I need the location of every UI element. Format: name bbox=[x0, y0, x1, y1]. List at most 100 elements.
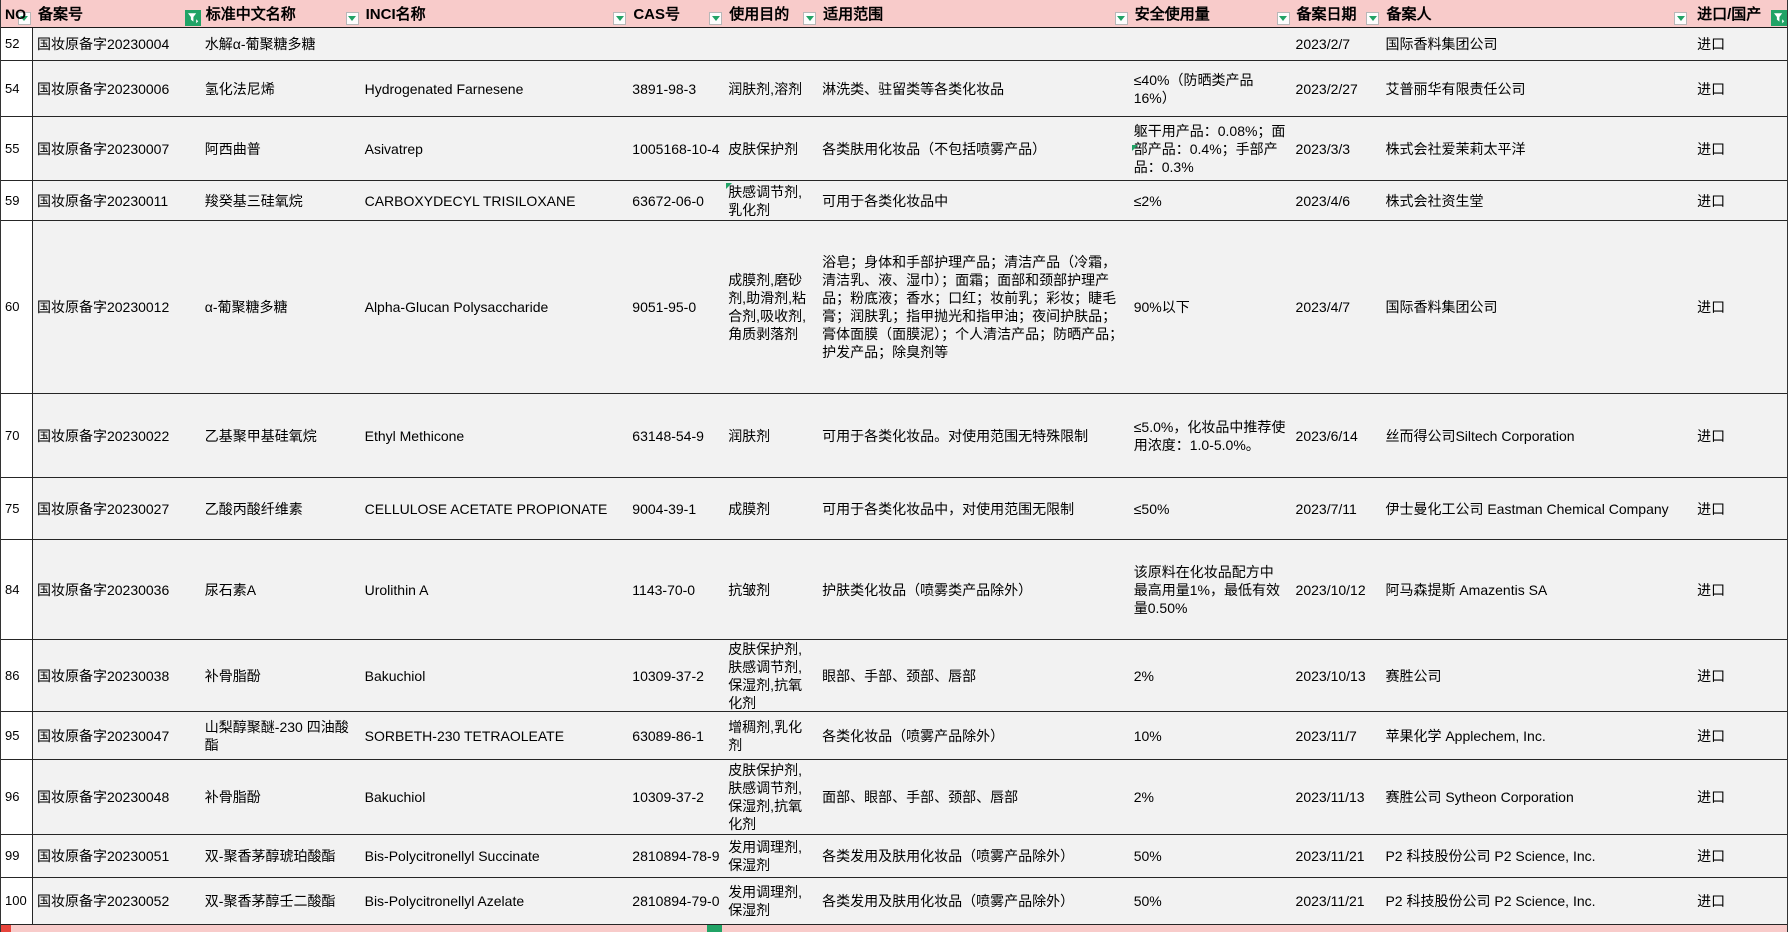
cell-safe-usage[interactable]: 该原料在化妆品配方中最高用量1%，最低有效量0.50% bbox=[1133, 563, 1280, 616]
cell-inci-name[interactable]: Bakuchiol bbox=[364, 789, 426, 805]
cell-inci-name[interactable]: Bis-Polycitronellyl Succinate bbox=[364, 848, 540, 864]
cell-inci-name[interactable]: Urolithin A bbox=[364, 581, 429, 598]
cell-inci-name[interactable]: Ethyl Methicone bbox=[364, 427, 465, 444]
cell-cas-number[interactable]: 1005168-10-4 bbox=[632, 140, 720, 157]
cell-chinese-name[interactable]: 氢化法尼烯 bbox=[204, 80, 275, 97]
cell-safe-usage[interactable]: 2% bbox=[1133, 667, 1154, 684]
cell-safe-usage[interactable]: 10% bbox=[1133, 727, 1162, 744]
cell-applicable-scope[interactable]: 可用于各类化妆品中，对使用范围无限制 bbox=[822, 500, 1075, 517]
cell-cas-number[interactable]: 2810894-78-9 bbox=[632, 848, 720, 864]
cell-applicable-scope[interactable]: 面部、眼部、手部、颈部、唇部 bbox=[822, 789, 1019, 805]
cell-filing-date[interactable]: 2023/2/27 bbox=[1295, 80, 1358, 97]
cell-cas-number[interactable]: 9051-95-0 bbox=[632, 299, 697, 315]
cell-cas-number[interactable]: 1143-70-0 bbox=[632, 581, 696, 598]
cell-filing-date[interactable]: 2023/11/13 bbox=[1295, 789, 1365, 805]
cell-chinese-name[interactable]: 乙基聚甲基硅氧烷 bbox=[204, 427, 317, 444]
cell-import-domestic[interactable]: 进口 bbox=[1697, 80, 1726, 97]
cell-registration-number[interactable]: 国妆原备字20230036 bbox=[36, 581, 170, 598]
cell-applicable-scope[interactable] bbox=[818, 28, 1130, 60]
cell-import-domestic[interactable]: 进口 bbox=[1697, 667, 1726, 684]
cell-registrant[interactable]: 株式会社爱茉莉太平洋 bbox=[1385, 140, 1526, 157]
cell-cas-number[interactable]: 10309-37-2 bbox=[632, 789, 704, 805]
cell-registration-number[interactable]: 国妆原备字20230051 bbox=[36, 848, 170, 864]
cell-filing-date[interactable]: 2023/3/3 bbox=[1295, 140, 1351, 157]
cell-usage-purpose[interactable]: 皮肤保护剂,肤感调节剂,保湿剂,抗氧化剂 bbox=[728, 762, 803, 832]
cell-chinese-name[interactable]: 阿西曲普 bbox=[204, 140, 261, 157]
cell-usage-purpose[interactable]: 发用调理剂,保湿剂 bbox=[728, 884, 803, 918]
cell-usage-purpose[interactable]: 皮肤保护剂 bbox=[728, 140, 799, 157]
cell-chinese-name[interactable]: 水解α-葡聚糖多糖 bbox=[204, 36, 316, 52]
cell-filing-date[interactable]: 2023/11/21 bbox=[1295, 848, 1365, 864]
cell-import-domestic[interactable]: 进口 bbox=[1697, 581, 1726, 598]
cell-import-domestic[interactable]: 进口 bbox=[1697, 36, 1726, 52]
cell-safe-usage[interactable]: 50% bbox=[1133, 848, 1162, 864]
cell-filing-date[interactable]: 2023/10/12 bbox=[1295, 581, 1366, 598]
cell-usage-purpose[interactable]: 皮肤保护剂,肤感调节剂,保湿剂,抗氧化剂 bbox=[728, 640, 803, 711]
filter-dropdown-button[interactable] bbox=[803, 12, 817, 25]
cell-safe-usage[interactable]: 躯干用产品：0.08%；面部产品：0.4%；手部产品：0.3% bbox=[1131, 122, 1286, 175]
cell-chinese-name[interactable]: 尿石素A bbox=[204, 581, 257, 598]
cell-filing-date[interactable]: 2023/11/21 bbox=[1295, 893, 1365, 909]
cell-cas-number[interactable]: 2810894-79-0 bbox=[632, 893, 720, 909]
filter-dropdown-button[interactable] bbox=[1114, 12, 1128, 25]
filter-dropdown-button[interactable] bbox=[345, 12, 359, 25]
cell-inci-name[interactable]: Alpha-Glucan Polysaccharide bbox=[364, 299, 549, 315]
cell-applicable-scope[interactable]: 各类发用及肤用化妆品（喷雾产品除外） bbox=[822, 893, 1075, 909]
cell-applicable-scope[interactable]: 可用于各类化妆品中 bbox=[822, 192, 949, 209]
cell-usage-purpose[interactable]: 成膜剂,磨砂剂,助滑剂,粘合剂,吸收剂,角质剥落剂 bbox=[728, 272, 806, 342]
cell-registrant[interactable]: P2 科技股份公司 P2 Science, Inc. bbox=[1385, 848, 1596, 864]
cell-usage-purpose[interactable]: 润肤剂 bbox=[728, 427, 771, 444]
cell-chinese-name[interactable]: 双-聚香茅醇琥珀酸酯 bbox=[204, 848, 336, 864]
cell-registrant[interactable]: 赛胜公司 bbox=[1385, 667, 1442, 684]
cell-import-domestic[interactable]: 进口 bbox=[1697, 192, 1726, 209]
cell-chinese-name[interactable]: 补骨脂酚 bbox=[204, 789, 261, 805]
cell-chinese-name[interactable]: 羧癸基三硅氧烷 bbox=[204, 192, 303, 209]
cell-registrant[interactable]: 株式会社资生堂 bbox=[1385, 192, 1484, 209]
cell-registration-number[interactable]: 国妆原备字20230048 bbox=[36, 789, 170, 805]
cell-registration-number[interactable]: 国妆原备字20230004 bbox=[36, 36, 170, 52]
cell-cas-number[interactable]: 63148-54-9 bbox=[632, 427, 704, 444]
cell-usage-purpose[interactable]: 增稠剂,乳化剂 bbox=[728, 718, 803, 753]
cell-registrant[interactable]: P2 科技股份公司 P2 Science, Inc. bbox=[1385, 893, 1596, 909]
cell-safe-usage[interactable]: ≤2% bbox=[1133, 192, 1162, 209]
cell-import-domestic[interactable]: 进口 bbox=[1697, 893, 1726, 909]
cell-applicable-scope[interactable]: 各类化妆品（喷雾产品除外） bbox=[822, 727, 1005, 744]
cell-registration-number[interactable]: 国妆原备字20230022 bbox=[36, 427, 170, 444]
cell-registration-number[interactable]: 国妆原备字20230011 bbox=[36, 192, 169, 209]
cell-applicable-scope[interactable]: 可用于各类化妆品。对使用范围无特殊限制 bbox=[822, 427, 1089, 444]
cell-registrant[interactable]: 赛胜公司 Sytheon Corporation bbox=[1385, 789, 1574, 805]
cell-filing-date[interactable]: 2023/10/13 bbox=[1295, 667, 1366, 684]
cell-import-domestic[interactable]: 进口 bbox=[1697, 848, 1726, 864]
cell-registration-number[interactable]: 国妆原备字20230006 bbox=[36, 80, 170, 97]
cell-chinese-name[interactable]: 山梨醇聚醚-230 四油酸酯 bbox=[204, 718, 349, 753]
cell-registrant[interactable]: 国际香料集团公司 bbox=[1385, 299, 1498, 315]
cell-chinese-name[interactable]: 乙酸丙酸纤维素 bbox=[204, 500, 303, 517]
cell-filing-date[interactable]: 2023/6/14 bbox=[1295, 427, 1358, 444]
cell-import-domestic[interactable]: 进口 bbox=[1697, 140, 1726, 157]
cell-filing-date[interactable]: 2023/4/6 bbox=[1295, 192, 1351, 209]
cell-applicable-scope[interactable]: 眼部、手部、颈部、唇部 bbox=[822, 667, 977, 684]
cell-registrant[interactable]: 伊士曼化工公司 Eastman Chemical Company bbox=[1385, 500, 1669, 517]
cell-registrant[interactable]: 苹果化学 Applechem, Inc. bbox=[1385, 727, 1546, 744]
cell-inci-name[interactable]: Asivatrep bbox=[364, 140, 423, 157]
cell-filing-date[interactable]: 2023/4/7 bbox=[1295, 299, 1351, 315]
cell-import-domestic[interactable]: 进口 bbox=[1697, 299, 1726, 315]
cell-registrant[interactable]: 艾普丽华有限责任公司 bbox=[1385, 80, 1526, 97]
cell-cas-number[interactable] bbox=[628, 28, 724, 60]
cell-import-domestic[interactable]: 进口 bbox=[1697, 500, 1726, 517]
cell-registrant[interactable]: 阿马森提斯 Amazentis SA bbox=[1385, 581, 1548, 598]
cell-safe-usage[interactable]: ≤40%（防晒类产品16%） bbox=[1133, 71, 1254, 106]
cell-safe-usage[interactable] bbox=[1130, 28, 1292, 60]
filter-applied-button[interactable] bbox=[1771, 10, 1787, 26]
cell-usage-purpose[interactable]: 抗皱剂 bbox=[728, 581, 771, 598]
cell-import-domestic[interactable]: 进口 bbox=[1697, 789, 1726, 805]
cell-registrant[interactable]: 国际香料集团公司 bbox=[1385, 36, 1498, 52]
cell-applicable-scope[interactable]: 各类肤用化妆品（不包括喷雾产品） bbox=[822, 140, 1047, 157]
cell-chinese-name[interactable]: 双-聚香茅醇壬二酸酯 bbox=[204, 893, 336, 909]
cell-cas-number[interactable]: 10309-37-2 bbox=[632, 667, 704, 684]
cell-usage-purpose[interactable]: 肤感调节剂,乳化剂 bbox=[726, 183, 803, 218]
cell-filing-date[interactable]: 2023/2/7 bbox=[1295, 36, 1351, 52]
cell-inci-name[interactable]: Bis-Polycitronellyl Azelate bbox=[364, 893, 525, 909]
cell-registration-number[interactable]: 国妆原备字20230012 bbox=[36, 299, 170, 315]
cell-safe-usage[interactable]: 2% bbox=[1133, 789, 1154, 805]
